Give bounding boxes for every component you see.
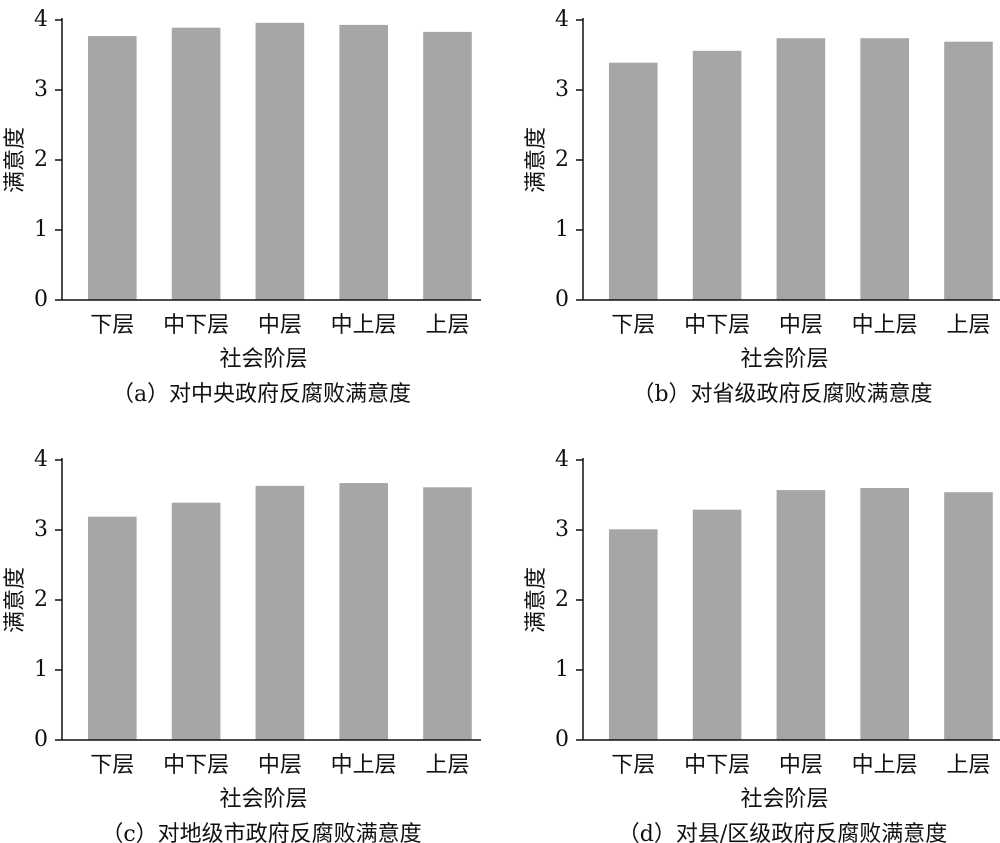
x-tick-label: 上层 [425,313,469,338]
x-tick-label: 中上层 [852,753,918,778]
bar [860,38,909,300]
x-tick-label: 下层 [90,753,134,778]
y-tick-label: 4 [34,447,48,472]
x-tick-label: 下层 [611,313,655,338]
y-tick-label: 4 [34,7,48,32]
x-tick-label: 中上层 [331,753,397,778]
y-tick-label: 1 [555,657,569,682]
bar [692,50,742,300]
y-tick-label: 0 [34,287,48,312]
bar [423,31,472,301]
y-tick-label: 2 [34,147,48,172]
x-tick-label: 中上层 [331,313,397,338]
x-axis-label: 社会阶层 [740,787,828,812]
y-tick-label: 2 [34,587,48,612]
x-tick-label: 中层 [779,313,823,338]
panel-caption: （c）对地级市政府反腐败满意度 [101,822,421,843]
y-tick-label: 0 [555,727,569,752]
bar [87,516,137,740]
x-axis-label: 社会阶层 [219,787,307,812]
y-axis-label: 满意度 [3,127,28,193]
x-axis-label: 社会阶层 [740,347,828,372]
y-tick-label: 4 [555,7,569,32]
bar [944,492,993,740]
bar [171,27,221,300]
y-tick-label: 3 [555,517,569,542]
bar [692,509,742,740]
bar [339,24,388,301]
y-tick-label: 1 [34,217,48,242]
bar [423,487,472,740]
bar [608,529,658,740]
x-tick-label: 中层 [258,753,302,778]
y-tick-label: 1 [34,657,48,682]
y-tick-label: 3 [34,517,48,542]
x-tick-label: 中下层 [684,753,750,778]
y-axis-label: 满意度 [524,127,549,193]
bar [87,36,137,300]
x-tick-label: 中上层 [852,313,918,338]
bar [944,41,993,300]
x-tick-label: 中下层 [684,313,750,338]
panel-caption: （d）对县/区级政府反腐败满意度 [618,822,948,843]
x-tick-label: 中层 [779,753,823,778]
x-tick-label: 上层 [946,753,990,778]
bar [171,502,221,740]
x-tick-label: 上层 [946,313,990,338]
y-tick-label: 3 [34,77,48,102]
bar [255,22,305,301]
bar [776,490,826,740]
y-tick-label: 0 [34,727,48,752]
x-axis-label: 社会阶层 [219,347,307,372]
y-tick-label: 3 [555,77,569,102]
y-tick-label: 2 [555,587,569,612]
y-tick-label: 4 [555,447,569,472]
bar [608,62,658,301]
x-tick-label: 中下层 [163,313,229,338]
y-axis-label: 满意度 [3,567,28,633]
x-tick-label: 中层 [258,313,302,338]
bar [860,488,909,740]
panel-caption: （a）对中央政府反腐败满意度 [112,382,411,407]
y-tick-label: 2 [555,147,569,172]
bar [776,38,826,300]
x-tick-label: 下层 [611,753,655,778]
x-tick-label: 下层 [90,313,134,338]
bar [339,483,388,740]
x-tick-label: 上层 [425,753,469,778]
bar [255,485,305,740]
y-tick-label: 1 [555,217,569,242]
x-tick-label: 中下层 [163,753,229,778]
panel-caption: （b）对省级政府反腐败满意度 [632,382,932,407]
y-axis-label: 满意度 [524,567,549,633]
y-tick-label: 0 [555,287,569,312]
